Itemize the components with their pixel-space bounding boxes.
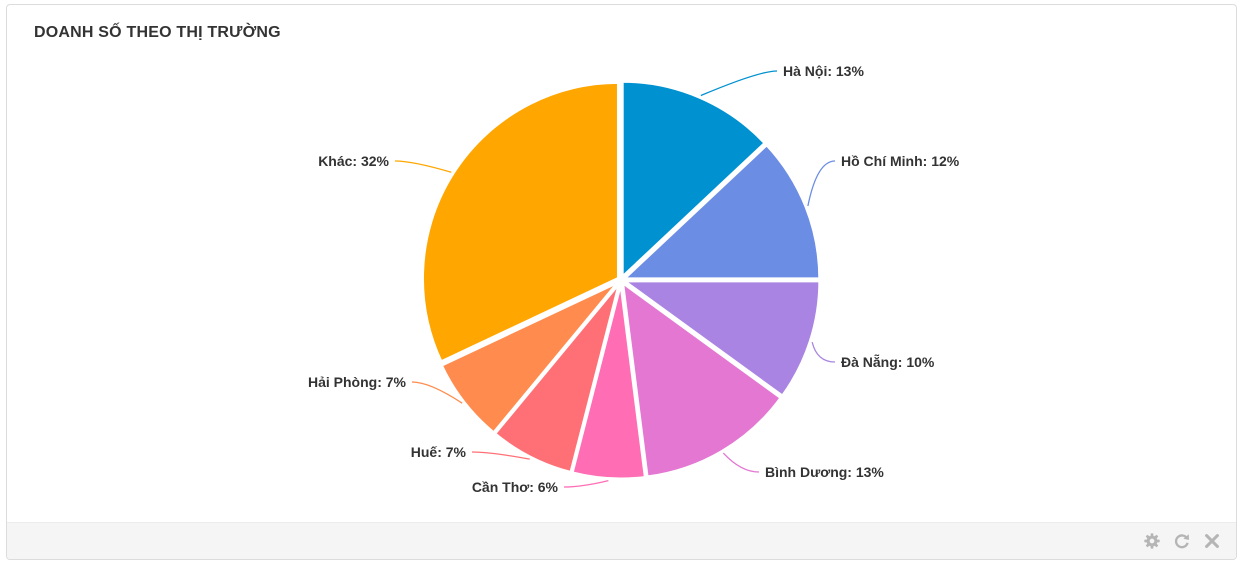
label-connector <box>700 70 778 97</box>
label-connector <box>471 451 530 460</box>
panel-footer <box>7 522 1236 559</box>
pie-slice[interactable] <box>620 142 822 281</box>
slice-label: Huế: 7% <box>411 444 467 460</box>
label-connector <box>722 452 760 473</box>
pie-slice[interactable] <box>620 279 784 479</box>
slice-label: Hà Nội: 13% <box>783 63 864 79</box>
slice-label: Hải Phòng: 7% <box>308 374 407 390</box>
settings-button[interactable] <box>1142 531 1162 551</box>
label-connector <box>411 381 463 404</box>
label-connector <box>811 341 836 363</box>
slice-label: Khác: 32% <box>318 153 389 169</box>
slice-label: Bình Dương: 13% <box>765 464 884 480</box>
chart-panel: DOANH SỐ THEO THỊ TRƯỜNG Hà Nội: 13% Hồ C… <box>6 4 1237 560</box>
slice-label: Cần Thơ: 6% <box>472 479 559 495</box>
pie-slice[interactable] <box>620 79 768 281</box>
slice-label: Đà Nẵng: 10% <box>841 353 935 370</box>
close-button[interactable] <box>1202 531 1222 551</box>
panel-tools <box>1142 531 1222 551</box>
slice-label: Hồ Chí Minh: 12% <box>841 153 960 169</box>
refresh-icon <box>1174 534 1190 549</box>
label-connector <box>807 160 836 207</box>
pie-slice[interactable] <box>421 80 620 364</box>
pie-slice[interactable] <box>619 279 822 399</box>
panel-title: DOANH SỐ THEO THỊ TRƯỜNG <box>34 24 281 41</box>
pie-slice[interactable] <box>439 280 620 435</box>
slice-labels: Hà Nội: 13% Hồ Chí Minh: 12% Đà Nẵng: 10% B… <box>308 63 960 495</box>
refresh-button[interactable] <box>1172 531 1192 551</box>
label-connector <box>394 160 452 173</box>
gear-icon <box>1144 533 1160 549</box>
pie-slices <box>421 79 822 481</box>
pie-chart: Hà Nội: 13% Hồ Chí Minh: 12% Đà Nẵng: 10% B… <box>308 63 960 495</box>
label-connector <box>563 479 609 488</box>
label-connectors <box>394 70 836 488</box>
close-icon <box>1205 534 1219 548</box>
